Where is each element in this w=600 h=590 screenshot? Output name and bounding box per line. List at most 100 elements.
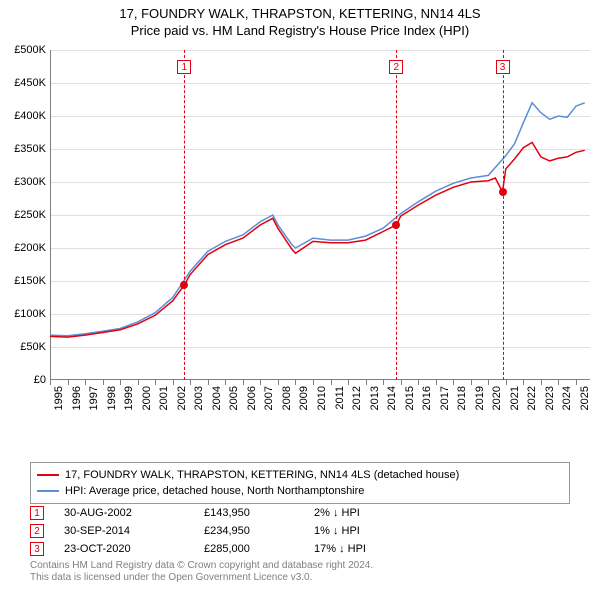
x-tick-label: 2010	[316, 386, 328, 426]
x-tick-label: 1998	[106, 386, 118, 426]
x-tick-mark	[225, 380, 226, 385]
legend-label: 17, FOUNDRY WALK, THRAPSTON, KETTERING, …	[65, 469, 459, 481]
y-tick-label: £400K	[0, 110, 46, 122]
x-tick-label: 1997	[88, 386, 100, 426]
event-delta: 2% ↓ HPI	[314, 507, 360, 519]
x-tick-label: 2000	[141, 386, 153, 426]
x-tick-label: 2008	[281, 386, 293, 426]
legend-swatch	[37, 490, 59, 492]
x-tick-label: 2015	[404, 386, 416, 426]
events-table: 1 30-AUG-2002£143,9502% ↓ HPI 230-SEP-2014…	[30, 504, 570, 558]
x-tick-label: 2021	[509, 386, 521, 426]
y-tick-label: £250K	[0, 209, 46, 221]
y-tick-label: £450K	[0, 77, 46, 89]
x-tick-mark	[418, 380, 419, 385]
plot-area: 123	[50, 50, 590, 380]
x-tick-label: 2007	[263, 386, 275, 426]
footer-line: Contains HM Land Registry data © Crown c…	[30, 560, 373, 572]
series-line	[50, 142, 585, 337]
event-dot	[499, 188, 507, 196]
x-tick-mark	[576, 380, 577, 385]
x-tick-mark	[488, 380, 489, 385]
y-tick-label: £100K	[0, 308, 46, 320]
x-tick-label: 2004	[211, 386, 223, 426]
event-delta: 1% ↓ HPI	[314, 525, 360, 537]
y-tick-label: £0	[0, 374, 46, 386]
legend-label: HPI: Average price, detached house, Nort…	[65, 485, 364, 497]
x-tick-mark	[155, 380, 156, 385]
x-tick-mark	[383, 380, 384, 385]
event-dot	[392, 221, 400, 229]
footer: Contains HM Land Registry data © Crown c…	[30, 560, 373, 584]
y-tick-label: £200K	[0, 242, 46, 254]
x-tick-label: 2024	[561, 386, 573, 426]
event-marker-box: 1	[177, 60, 191, 74]
event-row: 1 30-AUG-2002£143,9502% ↓ HPI	[30, 504, 570, 522]
series-lines	[50, 50, 590, 380]
event-date: 30-SEP-2014	[64, 525, 204, 537]
x-tick-label: 2023	[544, 386, 556, 426]
event-number-box: 1	[30, 506, 44, 520]
series-line	[50, 103, 585, 336]
x-tick-mark	[313, 380, 314, 385]
x-tick-mark	[295, 380, 296, 385]
x-tick-label: 2013	[369, 386, 381, 426]
x-tick-mark	[471, 380, 472, 385]
event-price: £143,950	[204, 507, 314, 519]
x-tick-label: 2003	[193, 386, 205, 426]
x-tick-label: 2025	[579, 386, 591, 426]
legend: 17, FOUNDRY WALK, THRAPSTON, KETTERING, …	[30, 462, 570, 504]
x-tick-label: 1999	[123, 386, 135, 426]
legend-swatch	[37, 474, 59, 476]
x-tick-mark	[453, 380, 454, 385]
y-tick-label: £150K	[0, 275, 46, 287]
x-tick-label: 1995	[53, 386, 65, 426]
x-tick-label: 2020	[491, 386, 503, 426]
x-tick-label: 2022	[526, 386, 538, 426]
legend-item: 17, FOUNDRY WALK, THRAPSTON, KETTERING, …	[37, 467, 563, 483]
x-tick-label: 2002	[176, 386, 188, 426]
x-tick-mark	[331, 380, 332, 385]
x-tick-mark	[260, 380, 261, 385]
x-tick-label: 2019	[474, 386, 486, 426]
x-tick-label: 1996	[71, 386, 83, 426]
x-tick-mark	[138, 380, 139, 385]
x-tick-mark	[50, 380, 51, 385]
event-dot	[180, 281, 188, 289]
x-tick-label: 2001	[158, 386, 170, 426]
x-tick-label: 2006	[246, 386, 258, 426]
event-delta: 17% ↓ HPI	[314, 543, 366, 555]
y-tick-label: £350K	[0, 143, 46, 155]
x-tick-mark	[523, 380, 524, 385]
event-date: 23-OCT-2020	[64, 543, 204, 555]
x-tick-label: 2005	[228, 386, 240, 426]
event-row: 230-SEP-2014£234,9501% ↓ HPI	[30, 522, 570, 540]
chart: £0£50K£100K£150K£200K£250K£300K£350K£400…	[0, 50, 600, 420]
event-row: 3 23-OCT-2020£285,00017% ↓ HPI	[30, 540, 570, 558]
event-number-box: 3	[30, 542, 44, 556]
event-price: £285,000	[204, 543, 314, 555]
x-tick-mark	[506, 380, 507, 385]
x-tick-mark	[348, 380, 349, 385]
x-tick-label: 2011	[334, 386, 346, 426]
x-tick-mark	[541, 380, 542, 385]
y-tick-label: £300K	[0, 176, 46, 188]
x-tick-mark	[120, 380, 121, 385]
event-marker-box: 2	[389, 60, 403, 74]
footer-line: This data is licensed under the Open Gov…	[30, 572, 373, 584]
page-subtitle: Price paid vs. HM Land Registry's House …	[0, 23, 600, 38]
event-date: 30-AUG-2002	[64, 507, 204, 519]
x-tick-mark	[208, 380, 209, 385]
page-title: 17, FOUNDRY WALK, THRAPSTON, KETTERING, …	[0, 6, 600, 21]
x-tick-mark	[85, 380, 86, 385]
x-tick-mark	[366, 380, 367, 385]
x-tick-label: 2012	[351, 386, 363, 426]
x-tick-mark	[190, 380, 191, 385]
x-tick-mark	[173, 380, 174, 385]
x-tick-label: 2018	[456, 386, 468, 426]
x-tick-mark	[278, 380, 279, 385]
event-vline	[396, 50, 397, 380]
x-tick-mark	[558, 380, 559, 385]
x-tick-mark	[436, 380, 437, 385]
x-tick-label: 2016	[421, 386, 433, 426]
